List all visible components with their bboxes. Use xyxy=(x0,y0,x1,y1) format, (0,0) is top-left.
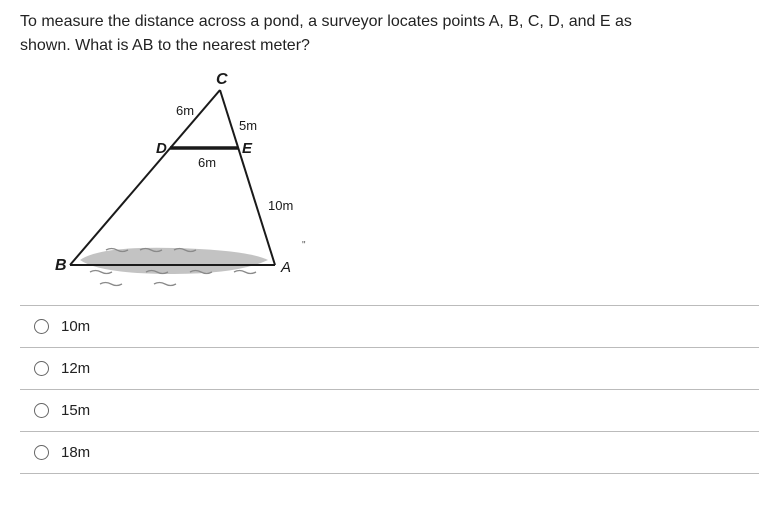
option-label: 15m xyxy=(61,402,90,419)
option-label: 10m xyxy=(61,318,90,335)
svg-text:E: E xyxy=(242,140,253,157)
triangle-diagram: B A C D E 6m 5m 6m 10m " xyxy=(50,70,310,290)
question-line1: To measure the distance across a pond, a… xyxy=(20,13,632,30)
question-line2: shown. What is AB to the nearest meter? xyxy=(20,37,310,54)
radio-icon xyxy=(34,403,49,418)
option-label: 12m xyxy=(61,360,90,377)
option-row[interactable]: 18m xyxy=(20,431,759,474)
diagram-container: B A C D E 6m 5m 6m 10m " xyxy=(20,70,759,295)
svg-text:6m: 6m xyxy=(176,103,194,118)
svg-text:6m: 6m xyxy=(198,155,216,170)
svg-text:D: D xyxy=(156,140,167,157)
option-row[interactable]: 15m xyxy=(20,389,759,431)
svg-text:": " xyxy=(302,240,306,251)
svg-text:B: B xyxy=(55,257,67,274)
svg-text:A: A xyxy=(280,259,291,276)
option-row[interactable]: 12m xyxy=(20,347,759,389)
svg-text:5m: 5m xyxy=(239,118,257,133)
radio-icon xyxy=(34,319,49,334)
svg-text:C: C xyxy=(216,71,228,88)
question-text: To measure the distance across a pond, a… xyxy=(20,10,759,58)
radio-icon xyxy=(34,445,49,460)
svg-text:10m: 10m xyxy=(268,198,293,213)
option-label: 18m xyxy=(61,444,90,461)
radio-icon xyxy=(34,361,49,376)
answer-options: 10m 12m 15m 18m xyxy=(20,305,759,474)
option-row[interactable]: 10m xyxy=(20,305,759,347)
